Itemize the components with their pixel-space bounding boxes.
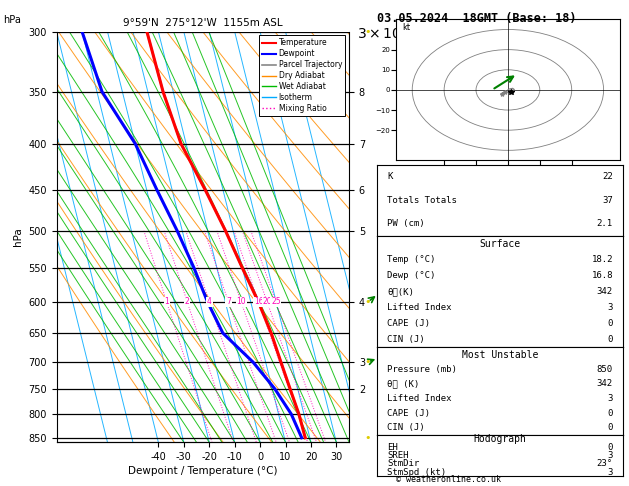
Text: 18.2: 18.2 [591,255,613,264]
Text: 2.1: 2.1 [597,220,613,228]
Text: Lifted Index: Lifted Index [387,303,452,312]
Text: hPa: hPa [3,15,21,25]
Text: CIN (J): CIN (J) [387,423,425,432]
Text: Temp (°C): Temp (°C) [387,255,436,264]
Text: 0: 0 [608,423,613,432]
Text: CAPE (J): CAPE (J) [387,319,430,328]
Text: 23°: 23° [597,459,613,469]
Text: 3: 3 [608,394,613,403]
Text: 03.05.2024  18GMT (Base: 18): 03.05.2024 18GMT (Base: 18) [377,12,577,25]
Text: LCL: LCL [0,485,1,486]
X-axis label: Dewpoint / Temperature (°C): Dewpoint / Temperature (°C) [128,466,277,476]
Text: PW (cm): PW (cm) [387,220,425,228]
Text: Most Unstable: Most Unstable [462,350,538,360]
Text: 16: 16 [253,297,264,306]
Text: CAPE (J): CAPE (J) [387,409,430,417]
Text: EH: EH [387,443,398,452]
Y-axis label: hPa: hPa [13,227,23,246]
Text: StmDir: StmDir [387,459,420,469]
Text: 3: 3 [608,451,613,460]
Text: StmSpd (kt): StmSpd (kt) [387,468,447,477]
Text: θᴀ(K): θᴀ(K) [387,287,414,296]
Text: CIN (J): CIN (J) [387,335,425,344]
Text: K: K [387,173,392,181]
Text: 37: 37 [602,196,613,205]
Text: Totals Totals: Totals Totals [387,196,457,205]
Text: •: • [365,433,371,443]
Text: Lifted Index: Lifted Index [387,394,452,403]
Text: θᴀ (K): θᴀ (K) [387,380,420,388]
Text: 0: 0 [608,319,613,328]
Text: 0: 0 [608,335,613,344]
Title: 9°59'N  275°12'W  1155m ASL: 9°59'N 275°12'W 1155m ASL [123,18,282,28]
Text: SREH: SREH [387,451,409,460]
Text: 20: 20 [262,297,272,306]
Text: 3: 3 [608,468,613,477]
Text: 25: 25 [271,297,281,306]
Legend: Temperature, Dewpoint, Parcel Trajectory, Dry Adiabat, Wet Adiabat, Isotherm, Mi: Temperature, Dewpoint, Parcel Trajectory… [259,35,345,116]
Text: 10: 10 [237,297,246,306]
Text: 3: 3 [608,303,613,312]
Text: kt: kt [403,23,411,33]
Text: © weatheronline.co.uk: © weatheronline.co.uk [396,474,501,484]
Text: •: • [365,357,371,367]
Text: •: • [365,27,371,36]
Text: 16.8: 16.8 [591,271,613,280]
Text: 22: 22 [602,173,613,181]
Text: Hodograph: Hodograph [474,434,526,444]
Text: Dewp (°C): Dewp (°C) [387,271,436,280]
Text: 342: 342 [597,287,613,296]
Text: 7: 7 [226,297,231,306]
Y-axis label: km
ASL: km ASL [410,229,430,245]
Text: 4: 4 [207,297,212,306]
Text: 342: 342 [597,380,613,388]
Text: 2: 2 [185,297,189,306]
Text: 0: 0 [608,443,613,452]
Text: •: • [365,297,371,307]
Text: 850: 850 [597,365,613,374]
Text: 0: 0 [608,409,613,417]
Text: 1: 1 [164,297,169,306]
Text: Pressure (mb): Pressure (mb) [387,365,457,374]
Text: Surface: Surface [479,239,521,249]
